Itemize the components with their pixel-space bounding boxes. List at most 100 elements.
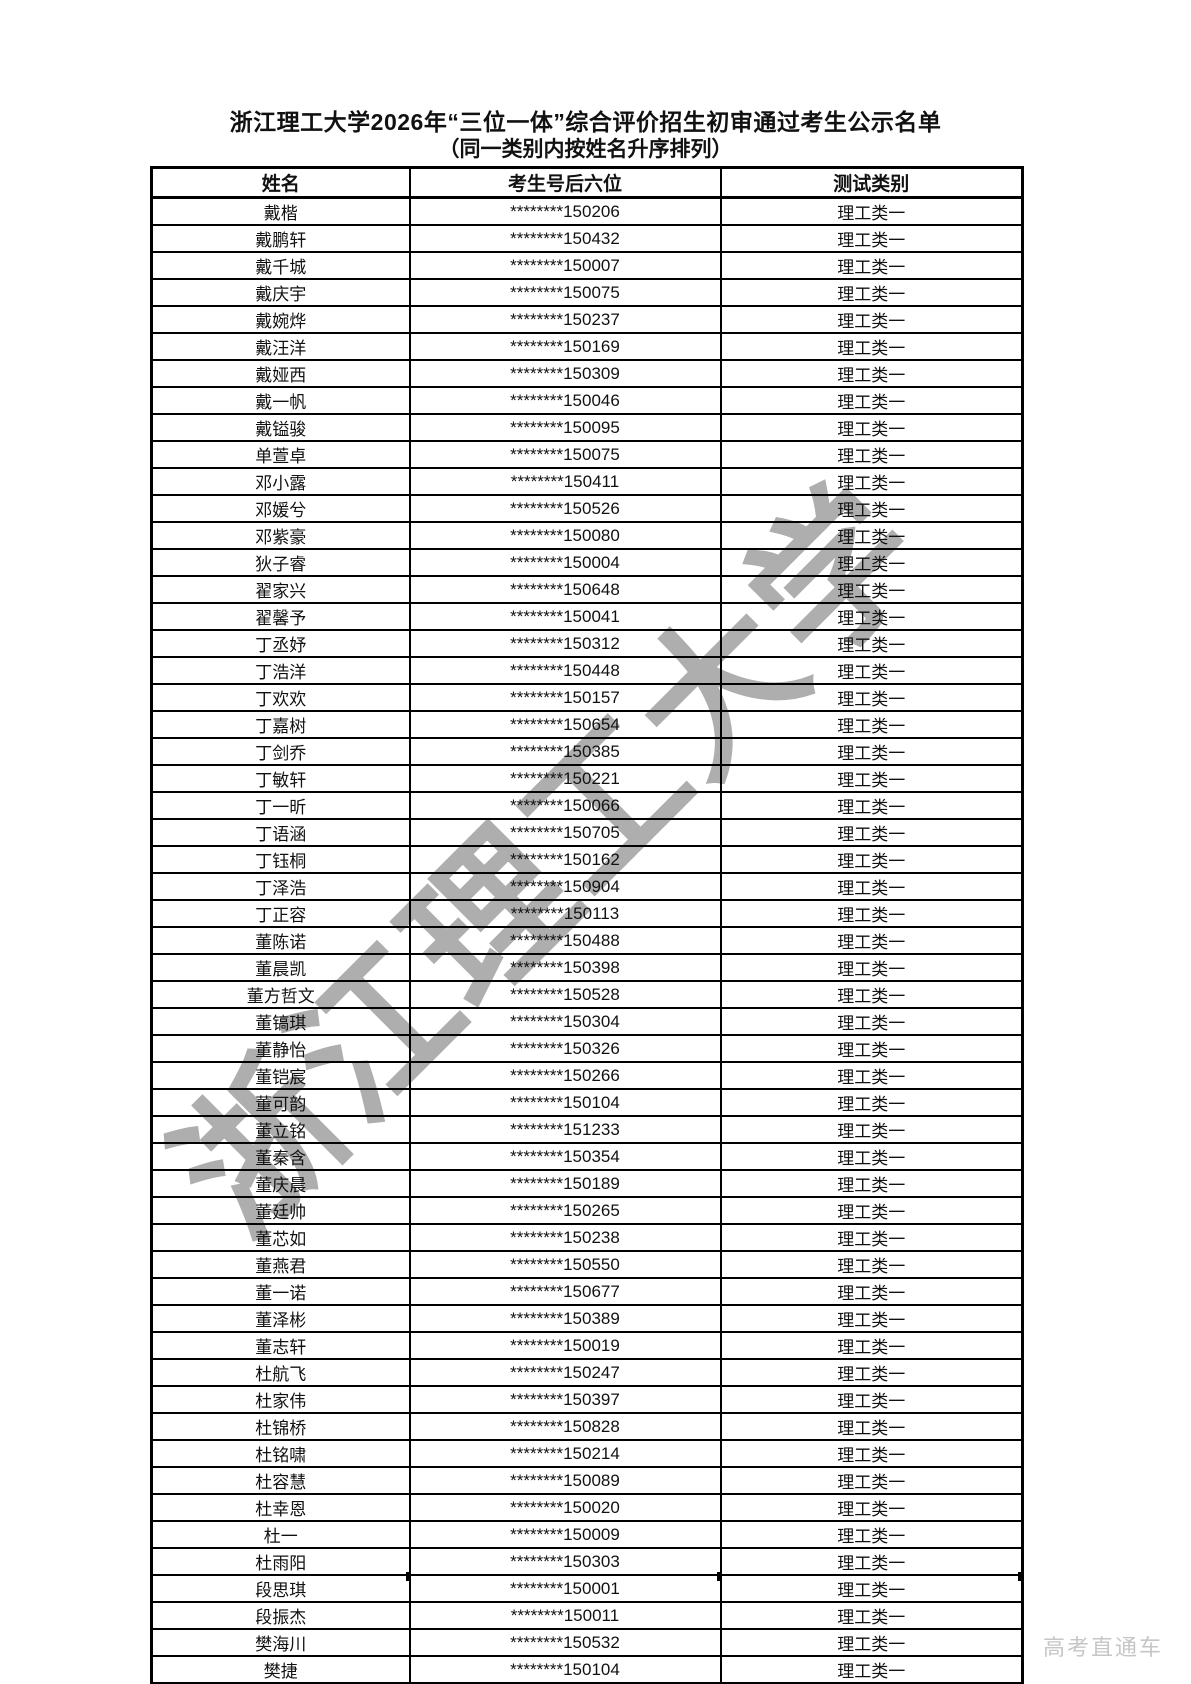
table-row: 邓媛兮 ********150526 理工类一 xyxy=(150,494,1024,523)
candidate-name: 董晨凯 xyxy=(150,953,411,982)
table-row: 丁钰桐 ********150162 理工类一 xyxy=(150,845,1024,874)
candidate-name: 戴镒骏 xyxy=(150,413,411,442)
candidate-name: 董镐琪 xyxy=(150,1007,411,1036)
candidate-name: 狄子睿 xyxy=(150,548,411,577)
candidate-number: ********150238 xyxy=(408,1223,722,1252)
table-row: 翟家兴 ********150648 理工类一 xyxy=(150,575,1024,604)
candidate-name: 丁泽浩 xyxy=(150,872,411,901)
test-category: 理工类一 xyxy=(719,1655,1024,1684)
test-category: 理工类一 xyxy=(719,575,1024,604)
candidate-name: 董燕君 xyxy=(150,1250,411,1279)
table-row: 丁正容 ********150113 理工类一 xyxy=(150,899,1024,928)
test-category: 理工类一 xyxy=(719,467,1024,496)
candidate-number: ********150677 xyxy=(408,1277,722,1306)
candidate-number: ********150089 xyxy=(408,1466,722,1495)
test-category: 理工类一 xyxy=(719,1547,1024,1576)
test-category: 理工类一 xyxy=(719,1331,1024,1360)
candidate-number: ********151233 xyxy=(408,1115,722,1144)
candidate-number: ********150303 xyxy=(408,1547,722,1576)
candidate-name: 丁欢欢 xyxy=(150,683,411,712)
table-row: 董静怡 ********150326 理工类一 xyxy=(150,1034,1024,1063)
table-row: 戴娅西 ********150309 理工类一 xyxy=(150,359,1024,388)
test-category: 理工类一 xyxy=(719,1196,1024,1225)
table-row: 丁嘉树 ********150654 理工类一 xyxy=(150,710,1024,739)
candidate-name: 丁敏轩 xyxy=(150,764,411,793)
table-row: 丁剑乔 ********150385 理工类一 xyxy=(150,737,1024,766)
candidate-name: 戴汪洋 xyxy=(150,332,411,361)
table-row: 戴千城 ********150007 理工类一 xyxy=(150,251,1024,280)
test-category: 理工类一 xyxy=(719,305,1024,334)
candidate-number: ********150488 xyxy=(408,926,722,955)
test-category: 理工类一 xyxy=(719,521,1024,550)
candidate-number: ********150397 xyxy=(408,1385,722,1414)
table-continuation-stub xyxy=(1018,1572,1021,1581)
candidate-number: ********150648 xyxy=(408,575,722,604)
candidate-number: ********150247 xyxy=(408,1358,722,1387)
test-category: 理工类一 xyxy=(719,872,1024,901)
candidate-name: 丁剑乔 xyxy=(150,737,411,766)
candidate-number: ********150304 xyxy=(408,1007,722,1036)
col-header-test-category: 测试类别 xyxy=(719,166,1024,199)
test-category: 理工类一 xyxy=(719,656,1024,685)
candidate-name: 董方哲文 xyxy=(150,980,411,1009)
candidate-name: 杜锦桥 xyxy=(150,1412,411,1441)
candidate-number: ********150041 xyxy=(408,602,722,631)
test-category: 理工类一 xyxy=(719,224,1024,253)
candidate-name: 董陈诺 xyxy=(150,926,411,955)
candidate-name: 戴楷 xyxy=(150,196,411,226)
candidate-name: 丁语涵 xyxy=(150,818,411,847)
test-category: 理工类一 xyxy=(719,1034,1024,1063)
table-header-row: 姓名 考生号后六位 测试类别 xyxy=(150,166,1024,199)
table-row: 董庆晨 ********150189 理工类一 xyxy=(150,1169,1024,1198)
candidate-name: 杜幸恩 xyxy=(150,1493,411,1522)
candidate-number: ********150654 xyxy=(408,710,722,739)
table-row: 樊海川 ********150532 理工类一 xyxy=(150,1628,1024,1657)
candidate-name: 邓媛兮 xyxy=(150,494,411,523)
test-category: 理工类一 xyxy=(719,899,1024,928)
test-category: 理工类一 xyxy=(719,1439,1024,1468)
test-category: 理工类一 xyxy=(719,1142,1024,1171)
table-header: 姓名 考生号后六位 测试类别 xyxy=(150,166,1024,199)
table-row: 杜家伟 ********150397 理工类一 xyxy=(150,1385,1024,1414)
test-category: 理工类一 xyxy=(719,1520,1024,1549)
table-row: 丁语涵 ********150705 理工类一 xyxy=(150,818,1024,847)
test-category: 理工类一 xyxy=(719,1385,1024,1414)
candidate-number: ********150828 xyxy=(408,1412,722,1441)
table-row: 戴鹏轩 ********150432 理工类一 xyxy=(150,224,1024,253)
table-row: 丁丞妤 ********150312 理工类一 xyxy=(150,629,1024,658)
table-row: 丁一昕 ********150066 理工类一 xyxy=(150,791,1024,820)
candidate-name: 董立铭 xyxy=(150,1115,411,1144)
table-row: 邓紫豪 ********150080 理工类一 xyxy=(150,521,1024,550)
test-category: 理工类一 xyxy=(719,1115,1024,1144)
table-continuation-stub xyxy=(150,1572,153,1581)
candidate-name: 董秦含 xyxy=(150,1142,411,1171)
test-category: 理工类一 xyxy=(719,1574,1024,1603)
candidate-name: 董庆晨 xyxy=(150,1169,411,1198)
candidate-number: ********150904 xyxy=(408,872,722,901)
candidate-number: ********150309 xyxy=(408,359,722,388)
table-row: 戴汪洋 ********150169 理工类一 xyxy=(150,332,1024,361)
candidate-number: ********150550 xyxy=(408,1250,722,1279)
candidate-name: 董可韵 xyxy=(150,1088,411,1117)
footer-watermark: 高考直通车 xyxy=(1042,1635,1163,1660)
table-row: 戴楷 ********150206 理工类一 xyxy=(150,196,1024,226)
candidate-name: 杜铭啸 xyxy=(150,1439,411,1468)
table-row: 董立铭 ********151233 理工类一 xyxy=(150,1115,1024,1144)
candidate-name: 樊捷 xyxy=(150,1655,411,1684)
table-row: 丁敏轩 ********150221 理工类一 xyxy=(150,764,1024,793)
table-row: 董方哲文 ********150528 理工类一 xyxy=(150,980,1024,1009)
candidate-name: 董静怡 xyxy=(150,1034,411,1063)
candidate-number: ********150398 xyxy=(408,953,722,982)
col-header-candidate-number: 考生号后六位 xyxy=(408,166,722,199)
table-row: 杜一 ********150009 理工类一 xyxy=(150,1520,1024,1549)
candidate-number: ********150326 xyxy=(408,1034,722,1063)
candidate-number: ********150009 xyxy=(408,1520,722,1549)
test-category: 理工类一 xyxy=(719,629,1024,658)
candidate-name: 杜家伟 xyxy=(150,1385,411,1414)
candidate-name: 邓紫豪 xyxy=(150,521,411,550)
candidate-name: 戴庆宇 xyxy=(150,278,411,307)
candidate-number: ********150004 xyxy=(408,548,722,577)
test-category: 理工类一 xyxy=(719,818,1024,847)
candidate-number: ********150011 xyxy=(408,1601,722,1630)
